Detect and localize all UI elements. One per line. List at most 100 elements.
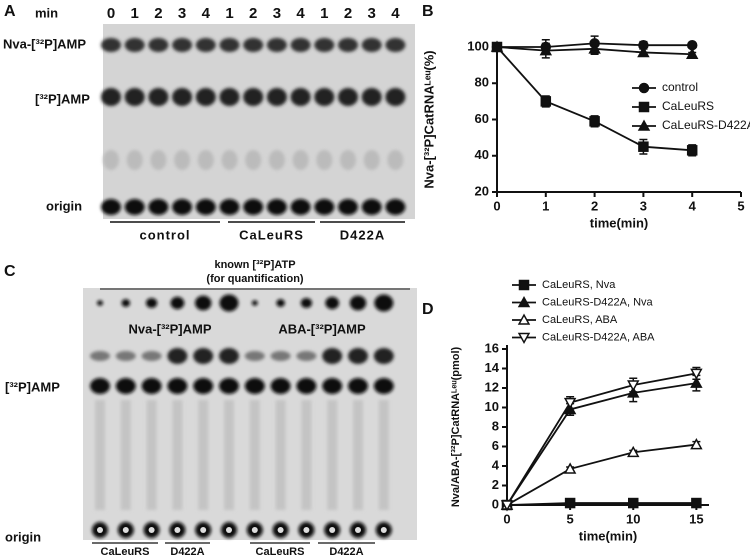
legend-marker bbox=[517, 313, 531, 325]
x-axis-label: time(min) bbox=[590, 215, 649, 230]
legend-label: control bbox=[662, 80, 698, 94]
y-tick-label: 100 bbox=[467, 38, 489, 53]
marker bbox=[539, 44, 553, 56]
y-axis-label: Nva-[³²P]CatRNAᴸᵉᵘ(%) bbox=[421, 50, 436, 188]
spot bbox=[292, 150, 309, 170]
marker bbox=[564, 497, 576, 509]
x-tick-label: 3 bbox=[640, 198, 647, 213]
lane-label: 4 bbox=[391, 5, 400, 22]
spot bbox=[226, 527, 232, 533]
marker bbox=[588, 42, 601, 54]
spot bbox=[290, 88, 311, 106]
series-line bbox=[506, 382, 697, 506]
x-tick-label: 10 bbox=[626, 511, 640, 526]
group-label: D422A bbox=[329, 546, 363, 558]
spot bbox=[219, 348, 239, 364]
x-tick-label: 15 bbox=[689, 511, 703, 526]
series-line bbox=[506, 372, 697, 506]
lane-label: 0 bbox=[107, 5, 115, 22]
legend-label: CaLeuRS-D422A bbox=[662, 118, 750, 132]
group-label: CaLeuRS bbox=[101, 546, 150, 558]
lane-label: 2 bbox=[249, 5, 257, 22]
spot bbox=[121, 299, 131, 307]
spot bbox=[219, 294, 239, 312]
spot bbox=[124, 88, 145, 106]
spot bbox=[361, 199, 382, 215]
spot bbox=[270, 351, 291, 361]
y-tick-label: 80 bbox=[475, 75, 489, 90]
lane-label: 2 bbox=[154, 5, 162, 22]
y-tick-label: 12 bbox=[485, 379, 499, 394]
spot bbox=[348, 348, 368, 364]
spot bbox=[148, 38, 169, 52]
lane-label: 4 bbox=[296, 5, 305, 22]
spot bbox=[97, 300, 103, 306]
x-tick-label: 4 bbox=[689, 198, 697, 213]
min-label: min bbox=[35, 5, 58, 20]
product-label: ABA-[³²P]AMP bbox=[278, 321, 366, 336]
spot bbox=[348, 378, 368, 394]
spot bbox=[270, 378, 291, 394]
band-label: origin bbox=[46, 198, 82, 213]
legend-label: CaLeuRS bbox=[662, 99, 714, 113]
spot bbox=[385, 199, 406, 215]
spot bbox=[200, 527, 207, 533]
legend-marker bbox=[637, 119, 651, 131]
spot bbox=[172, 38, 193, 52]
spot bbox=[338, 199, 358, 215]
legend-marker bbox=[517, 295, 531, 308]
spot bbox=[314, 199, 335, 215]
spot bbox=[374, 294, 394, 312]
marker bbox=[490, 40, 504, 52]
spot bbox=[266, 38, 287, 52]
smear bbox=[353, 400, 363, 510]
smear bbox=[301, 400, 312, 510]
spot bbox=[126, 150, 143, 170]
smear bbox=[95, 400, 105, 510]
smear bbox=[327, 400, 338, 510]
spot bbox=[243, 38, 264, 52]
standard-label: known [³²P]ATP bbox=[214, 259, 295, 271]
marker bbox=[638, 141, 649, 152]
y-tick-label: 60 bbox=[475, 111, 489, 126]
spot bbox=[219, 88, 240, 106]
marker bbox=[627, 380, 640, 392]
group-label: control bbox=[139, 227, 190, 242]
spot bbox=[314, 38, 335, 52]
marker bbox=[589, 116, 600, 127]
spot bbox=[148, 88, 169, 106]
spot bbox=[380, 527, 387, 533]
smear bbox=[146, 400, 157, 510]
smear bbox=[224, 400, 234, 510]
spot bbox=[172, 88, 193, 106]
spot bbox=[122, 527, 129, 533]
spot bbox=[150, 150, 167, 170]
spot bbox=[101, 88, 121, 106]
spot bbox=[101, 199, 121, 215]
spot bbox=[314, 88, 335, 106]
y-tick-label: 6 bbox=[492, 438, 499, 453]
marker bbox=[628, 497, 639, 509]
lane-label: 1 bbox=[131, 5, 139, 22]
chart: D 0 2 4 6 8 10 12 14 16 0 5 10 15 time(min) Nva/ABA-[³²… bbox=[422, 279, 709, 543]
spot bbox=[290, 199, 311, 215]
spot bbox=[361, 38, 382, 52]
spot bbox=[193, 348, 214, 364]
x-tick-label: 5 bbox=[567, 511, 574, 526]
spot bbox=[300, 297, 312, 309]
panel-letter: D bbox=[422, 301, 434, 318]
legend-label: CaLeuRS, Nva bbox=[542, 279, 616, 291]
y-tick-label: 16 bbox=[485, 340, 499, 355]
spot bbox=[251, 527, 258, 533]
lane-label: 4 bbox=[202, 5, 211, 22]
x-axis-label: time(min) bbox=[579, 528, 638, 543]
spot bbox=[167, 348, 188, 364]
smear bbox=[172, 400, 183, 510]
legend-marker bbox=[638, 101, 650, 113]
spot bbox=[363, 150, 380, 170]
marker bbox=[627, 445, 640, 458]
spot bbox=[338, 38, 358, 52]
gel-a bbox=[103, 24, 415, 219]
